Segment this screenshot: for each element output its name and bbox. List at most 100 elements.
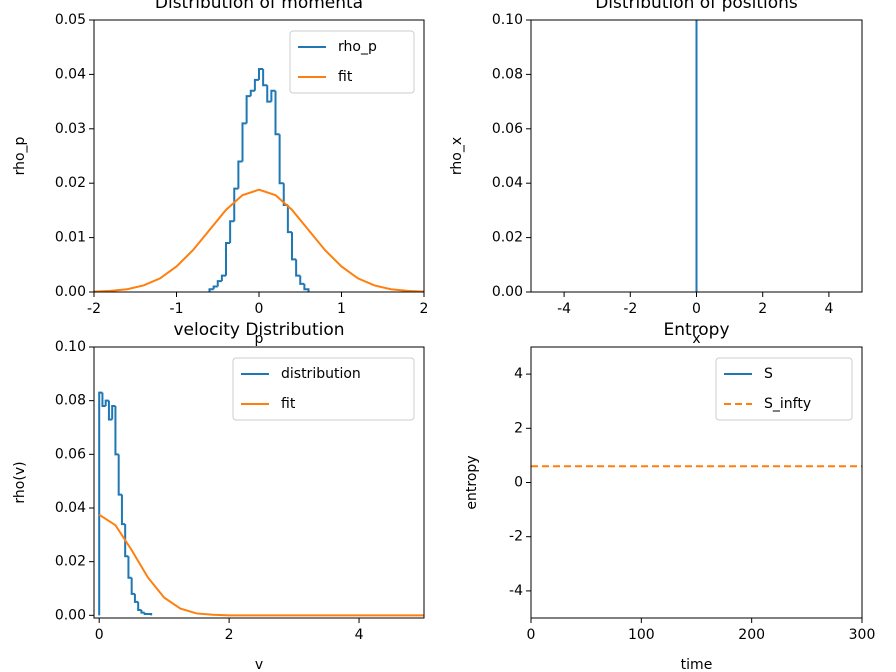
y-tick-label: 0.05 — [55, 12, 86, 28]
y-tick-label: 0.00 — [492, 284, 523, 300]
hist-step — [98, 391, 103, 616]
y-tick-label: 0.06 — [55, 446, 86, 462]
hist-step — [104, 399, 109, 407]
x-tick-label: 300 — [849, 627, 876, 643]
y-tick-label: 0.04 — [492, 175, 523, 191]
x-tick-label: 0 — [95, 627, 104, 643]
hist-step — [137, 601, 142, 611]
plot-area — [98, 391, 424, 617]
y-tick-label: 4 — [514, 366, 523, 382]
plot-area — [94, 67, 424, 292]
legend-label: S — [764, 366, 773, 382]
y-tick-label: 0.00 — [55, 607, 86, 623]
hist-step — [295, 259, 301, 277]
chart-title: Entropy — [663, 320, 729, 340]
y-axis-label: rho_x — [449, 137, 465, 175]
hist-step — [262, 68, 268, 87]
x-tick-label: 1 — [337, 301, 346, 317]
hist-step — [225, 242, 231, 276]
x-axis-label: x — [692, 331, 700, 347]
hist-step — [303, 283, 310, 292]
hist-step — [286, 204, 292, 234]
hist-step — [249, 89, 255, 97]
hist-step — [278, 134, 284, 185]
hist-step — [208, 288, 214, 292]
y-tick-label: -4 — [509, 583, 523, 599]
hist-step — [143, 612, 148, 615]
y-tick-label: 0.02 — [492, 230, 523, 246]
legend-label: S_infty — [764, 396, 811, 412]
y-tick-label: 0.02 — [55, 175, 86, 191]
legend-label: fit — [281, 396, 296, 412]
hist-step — [212, 285, 218, 290]
hist-step — [114, 406, 119, 456]
x-tick-label: 2 — [225, 627, 234, 643]
legend-label: fit — [338, 69, 353, 85]
x-tick-label: -2 — [623, 301, 637, 317]
hist-step — [216, 280, 222, 287]
hist-step — [245, 95, 251, 124]
y-axis-label: rho_p — [12, 136, 28, 175]
line — [94, 188, 424, 292]
hist-step — [124, 524, 129, 558]
axes-frame — [93, 19, 425, 293]
chart-title: Distribution of positions — [595, 0, 798, 13]
legend-box — [232, 357, 415, 421]
hist-step — [274, 90, 280, 136]
hist-step — [299, 275, 305, 285]
hist-step — [120, 494, 126, 526]
x-axis-label: p — [255, 331, 264, 347]
x-tick-label: 4 — [824, 301, 833, 317]
hist-step — [140, 609, 145, 614]
y-tick-label: 2 — [514, 420, 523, 436]
y-axis-label: entropy — [464, 455, 480, 509]
hist-step — [147, 612, 153, 616]
x-axis-label: v — [255, 657, 263, 672]
y-tick-label: 0.08 — [55, 393, 86, 409]
hist-step — [233, 187, 239, 222]
hist-step — [127, 556, 132, 579]
x-tick-label: 0 — [527, 627, 536, 643]
hist-step — [117, 454, 122, 496]
y-tick-label: 0.10 — [55, 339, 86, 355]
hist-step — [291, 232, 297, 261]
hist-step — [253, 78, 259, 91]
legend-label: distribution — [281, 366, 361, 382]
chart-title: Distribution of momenta — [155, 0, 363, 13]
y-tick-label: -2 — [509, 529, 523, 545]
x-tick-label: -1 — [170, 301, 184, 317]
axes-frame — [93, 346, 425, 619]
axes-frame — [530, 19, 863, 293]
y-tick-label: 0.04 — [55, 66, 86, 82]
x-tick-label: 4 — [355, 627, 364, 643]
x-tick-label: -4 — [557, 301, 571, 317]
y-tick-label: 0.00 — [55, 284, 86, 300]
x-tick-label: 200 — [738, 627, 765, 643]
axes-frame — [530, 346, 863, 619]
y-tick-label: 0.04 — [55, 500, 86, 516]
y-tick-label: 0.01 — [55, 230, 86, 246]
y-axis-label: rho(v) — [12, 461, 28, 503]
chart-title: velocity Distribution — [173, 320, 344, 340]
line — [98, 513, 424, 617]
hist-step — [220, 274, 226, 282]
y-tick-label: 0.03 — [55, 121, 86, 137]
y-tick-label: 0.08 — [492, 66, 523, 82]
hist-step — [258, 67, 264, 80]
x-tick-label: 0 — [255, 301, 264, 317]
x-tick-label: 0 — [692, 301, 701, 317]
x-tick-label: 2 — [420, 301, 429, 317]
y-tick-label: 0.02 — [55, 554, 86, 570]
hist-step — [241, 122, 247, 162]
hist-step — [107, 400, 113, 421]
x-tick-label: -2 — [87, 301, 101, 317]
hist-step — [270, 89, 276, 102]
hist-step — [237, 160, 243, 189]
hist-step — [101, 392, 106, 408]
hist-step — [133, 593, 139, 603]
y-tick-label: 0.06 — [492, 121, 523, 137]
x-axis-label: time — [681, 657, 713, 672]
hist-step — [130, 577, 135, 595]
y-tick-label: 0.10 — [492, 12, 523, 28]
hist-step — [266, 85, 272, 103]
